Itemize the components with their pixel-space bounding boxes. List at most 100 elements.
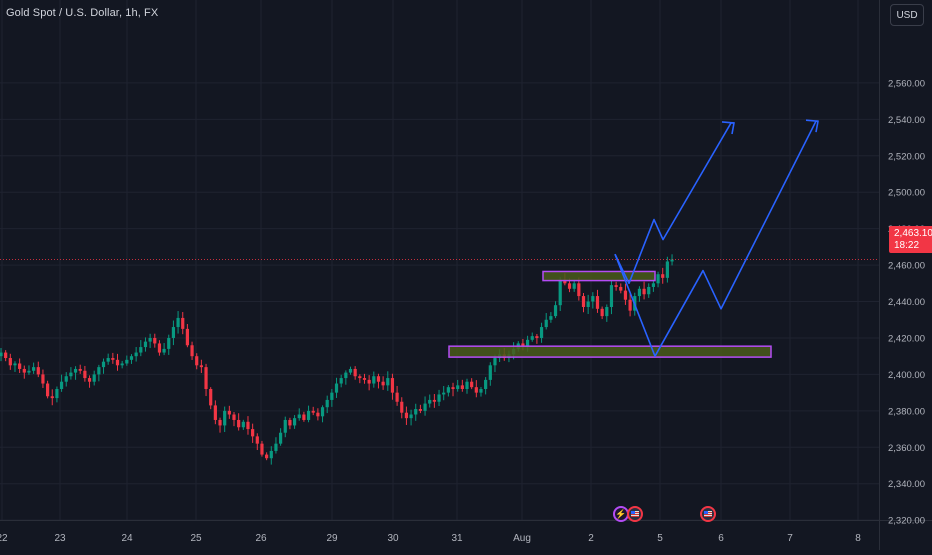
candle-body	[306, 410, 311, 420]
time-tick-label: 24	[121, 533, 133, 544]
candle-body	[432, 399, 436, 402]
projection-paths[interactable]	[614, 119, 819, 358]
candle-body	[488, 365, 492, 380]
price-tick-label: 2,320.00	[888, 516, 925, 527]
candle-body	[227, 410, 231, 415]
candle-body	[311, 410, 315, 413]
projection-path	[614, 122, 734, 285]
candle-body	[362, 378, 367, 380]
candle-body	[642, 288, 646, 295]
candle-body	[530, 336, 534, 340]
time-tick-label: 6	[718, 533, 724, 544]
time-tick-label: 25	[190, 533, 202, 544]
candle-body	[162, 348, 166, 353]
time-tick-label: 29	[326, 533, 338, 544]
candle-body	[572, 283, 576, 289]
price-axis[interactable]: 2,320.00 2,340.00 2,360.00 2,380.00 2,400.00…	[888, 78, 925, 526]
us-flag-event-icon[interactable]	[700, 506, 716, 522]
candle-body	[153, 337, 157, 344]
candles	[0, 254, 674, 465]
candle-body	[614, 285, 618, 287]
candle-body	[232, 414, 236, 420]
candle-body	[414, 409, 418, 415]
candle-body	[181, 317, 185, 329]
candle-body	[330, 392, 334, 400]
candle-body	[69, 372, 73, 377]
candle-body	[199, 365, 203, 368]
candle-body	[204, 367, 208, 389]
currency-button[interactable]: USD	[890, 4, 924, 26]
candle-body	[553, 305, 558, 317]
candle-body	[288, 419, 292, 426]
candle-body	[316, 412, 320, 417]
candle-body	[400, 401, 404, 413]
candle-body	[274, 443, 278, 451]
time-tick-label: 22	[0, 533, 8, 544]
candle-body	[97, 367, 101, 375]
candle-body	[185, 328, 189, 346]
candle-body	[134, 352, 138, 357]
price-tick-label: 2,420.00	[888, 333, 925, 344]
candle-body	[78, 368, 82, 371]
candle-body	[404, 412, 409, 419]
candle-body	[223, 410, 227, 426]
candle-body	[372, 376, 376, 384]
candle-body	[558, 279, 562, 306]
candle-body	[549, 316, 553, 320]
candle-body	[423, 403, 427, 411]
candle-body	[581, 296, 586, 308]
candle-body	[525, 339, 530, 348]
candle-body	[167, 337, 171, 349]
candle-body	[367, 379, 371, 384]
time-tick-label: 5	[657, 533, 663, 544]
price-tick-label: 2,460.00	[888, 261, 925, 272]
candle-body	[269, 450, 273, 459]
time-tick-label: 31	[451, 533, 463, 544]
candle-body	[470, 381, 474, 388]
candle-body	[176, 317, 180, 328]
price-zone-rect	[448, 345, 772, 358]
candle-body	[577, 283, 581, 297]
candle-body	[353, 368, 357, 377]
candle-body	[623, 290, 628, 300]
candle-body	[665, 261, 669, 278]
support-resistance-zones[interactable]	[448, 270, 772, 358]
candle-body	[18, 363, 22, 369]
candle-body	[567, 283, 572, 289]
candle-body	[55, 388, 59, 399]
candle-body	[409, 414, 413, 419]
candle-body	[442, 392, 446, 395]
candle-body	[87, 378, 92, 382]
candle-body	[115, 359, 120, 366]
price-zone-rect	[542, 270, 656, 282]
price-tick-label: 2,400.00	[888, 370, 925, 381]
candle-body	[148, 337, 152, 342]
candle-body	[22, 368, 26, 373]
candle-body	[190, 345, 194, 357]
candle-body	[32, 367, 36, 371]
time-axis[interactable]: 2223242526293031Aug25678	[0, 533, 861, 544]
price-tick-label: 2,540.00	[888, 115, 925, 126]
candle-body	[213, 405, 217, 420]
candle-body	[591, 296, 595, 302]
us-flag-event-icon[interactable]	[627, 506, 643, 522]
candle-body	[209, 388, 213, 406]
candle-body	[125, 359, 129, 364]
candle-body	[428, 399, 432, 404]
candle-body	[120, 363, 124, 366]
candle-body	[437, 394, 441, 402]
price-tick-label: 2,520.00	[888, 151, 925, 162]
candle-body	[41, 374, 45, 384]
candle-body	[157, 343, 162, 353]
time-tick-label: Aug	[513, 533, 531, 544]
time-tick-label: 7	[787, 533, 793, 544]
candle-body	[637, 288, 642, 297]
candle-body	[251, 429, 255, 437]
candle-body	[493, 358, 497, 366]
candle-body	[265, 454, 269, 459]
candle-body	[255, 436, 259, 444]
candle-body	[339, 378, 343, 384]
